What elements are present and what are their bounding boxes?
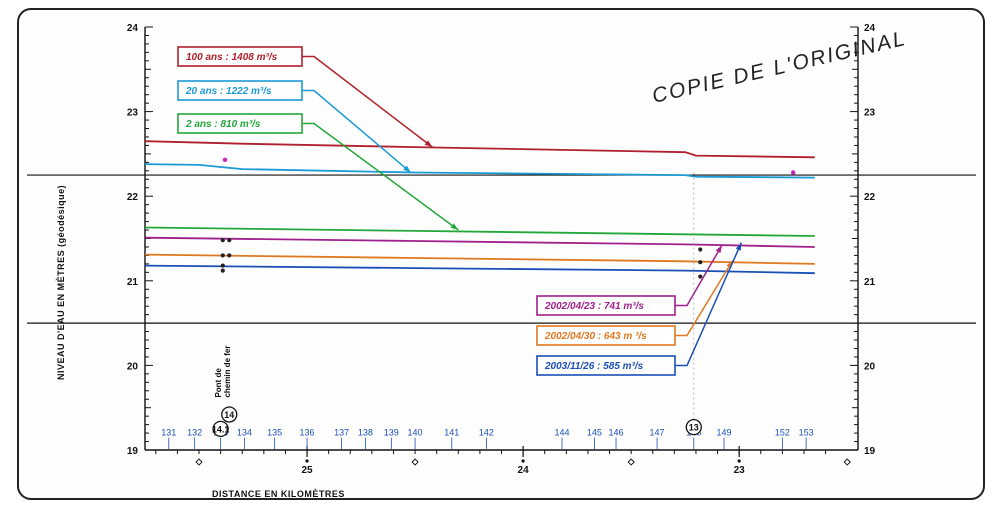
y-tick-label-left: 23 bbox=[127, 108, 139, 119]
y-tick-label-left: 24 bbox=[127, 23, 139, 34]
x-minor-diamond bbox=[843, 458, 851, 466]
observed-point bbox=[220, 268, 225, 273]
legend-arrowhead bbox=[715, 245, 722, 254]
section-label: 137 bbox=[334, 428, 349, 438]
section-label: 141 bbox=[444, 428, 459, 438]
legend-leader bbox=[302, 55, 433, 148]
series-line bbox=[144, 163, 815, 179]
section-label: 146 bbox=[608, 428, 623, 438]
section-label: 135 bbox=[267, 428, 282, 438]
legend-leader bbox=[302, 89, 412, 174]
legend-arrowhead bbox=[450, 223, 459, 231]
y-tick-label-right: 20 bbox=[864, 361, 876, 372]
series-line bbox=[144, 226, 815, 237]
legend-label: 20 ans : 1222 m³/s bbox=[185, 86, 272, 97]
observed-point bbox=[698, 260, 703, 265]
y-tick-label-left: 22 bbox=[127, 192, 139, 203]
x-tick-dot bbox=[737, 459, 741, 463]
marker-label: 13 bbox=[689, 423, 699, 433]
x-minor-diamond bbox=[411, 458, 419, 466]
x-tick-label: 23 bbox=[734, 465, 746, 476]
series-line bbox=[144, 140, 815, 159]
legend-item: 20 ans : 1222 m³/s bbox=[177, 80, 412, 174]
legend-item: 100 ans : 1408 m³/s bbox=[177, 46, 433, 148]
chart-axes: 19 19 20 20 21 21 22 22 23 23 24 24 25 24 23 bbox=[127, 23, 876, 476]
y-tick-label-right: 21 bbox=[864, 277, 876, 288]
peak-point bbox=[790, 170, 796, 175]
section-label: 140 bbox=[408, 428, 423, 438]
bridge-label-line: chemin de fer bbox=[223, 346, 232, 398]
section-label: 147 bbox=[650, 428, 665, 438]
legend-arrowhead bbox=[424, 140, 433, 148]
x-tick-dot bbox=[305, 459, 309, 463]
marker-circle bbox=[221, 406, 238, 423]
legend-label: 2002/04/30 : 643 m ³/s bbox=[544, 331, 647, 342]
bridge-label-line: Pont de bbox=[214, 368, 223, 398]
observed-point bbox=[227, 238, 232, 243]
copy-stamp: COPIE DE L'ORIGINAL bbox=[650, 27, 909, 108]
section-label: 142 bbox=[479, 428, 494, 438]
legend-item: 2003/11/26 : 585 m³/s bbox=[536, 242, 743, 376]
observed-point bbox=[220, 253, 225, 258]
legend-leader bbox=[675, 244, 723, 307]
section-label: 152 bbox=[775, 428, 790, 438]
series-lines bbox=[144, 140, 815, 275]
section-label: 138 bbox=[358, 428, 373, 438]
legend-label: 100 ans : 1408 m³/s bbox=[186, 52, 278, 63]
marker-label: 14 bbox=[224, 410, 234, 420]
section-label: 139 bbox=[384, 428, 399, 438]
legend-leader bbox=[675, 242, 743, 367]
chart-grid bbox=[27, 174, 976, 324]
y-tick-label-right: 23 bbox=[864, 108, 876, 119]
y-tick-label-right: 22 bbox=[864, 192, 876, 203]
x-minor-diamond bbox=[627, 458, 635, 466]
observed-point bbox=[220, 238, 225, 243]
marker-circle bbox=[685, 419, 702, 436]
x-tick-dot bbox=[521, 459, 525, 463]
series-line bbox=[144, 236, 815, 248]
legend-item: 2 ans : 810 m³/s bbox=[177, 113, 459, 231]
legend-arrowhead bbox=[735, 242, 742, 251]
legend-item: 2002/04/23 : 741 m³/s bbox=[536, 244, 723, 316]
observed-point bbox=[227, 253, 232, 258]
y-tick-label-left: 21 bbox=[127, 277, 139, 288]
observed-point bbox=[698, 247, 703, 252]
legend-label: 2 ans : 810 m³/s bbox=[185, 119, 261, 130]
legend-leader bbox=[302, 122, 459, 231]
x-axis-title: DISTANCE EN KILOMÈTRES bbox=[212, 489, 345, 499]
section-label: 136 bbox=[300, 428, 315, 438]
y-tick-label-left: 20 bbox=[127, 361, 139, 372]
x-tick-label: 25 bbox=[301, 465, 313, 476]
legend-label: 2002/04/23 : 741 m³/s bbox=[544, 301, 644, 312]
section-label: 132 bbox=[187, 428, 202, 438]
section-label: 149 bbox=[717, 428, 732, 438]
series-line bbox=[144, 253, 815, 265]
y-tick-label-right: 24 bbox=[864, 23, 876, 34]
x-minor-diamond bbox=[195, 458, 203, 466]
cross-sections: 1311321331341351361371381391401411421441… bbox=[161, 170, 814, 449]
section-label: 144 bbox=[554, 428, 569, 438]
series-line bbox=[144, 264, 815, 275]
legend-boxes: 100 ans : 1408 m³/s 20 ans : 1222 m³/s 2 a… bbox=[177, 46, 743, 376]
y-axis-title: NIVEAU D'EAU EN MÈTRES (géodésique) bbox=[56, 185, 66, 380]
legend-leader bbox=[675, 260, 734, 337]
marker-circle bbox=[212, 420, 229, 438]
section-label: 134 bbox=[237, 428, 252, 438]
y-tick-label-right: 19 bbox=[864, 446, 876, 457]
observed-points bbox=[220, 157, 796, 279]
section-label: 145 bbox=[587, 428, 602, 438]
y-tick-label-left: 19 bbox=[127, 446, 139, 457]
bridge-label: Pont de chemin de fer bbox=[214, 346, 232, 398]
marker-label: 14.1 bbox=[212, 424, 230, 434]
legend-label: 2003/11/26 : 585 m³/s bbox=[544, 361, 644, 372]
legend-arrowhead bbox=[403, 165, 411, 173]
observed-point bbox=[698, 274, 703, 279]
legend-item: 2002/04/30 : 643 m ³/s bbox=[536, 260, 734, 346]
section-label: 153 bbox=[799, 428, 814, 438]
x-tick-label: 24 bbox=[518, 465, 530, 476]
section-label: 131 bbox=[161, 428, 176, 438]
observed-point bbox=[220, 263, 225, 268]
peak-point bbox=[222, 157, 228, 163]
